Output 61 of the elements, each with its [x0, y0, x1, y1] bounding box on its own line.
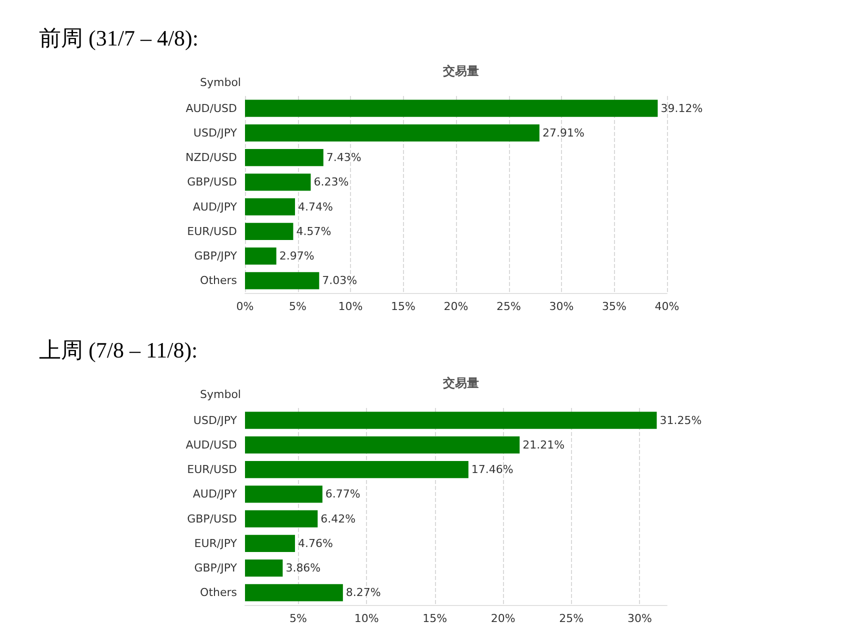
y-tick-label: USD/JPY [193, 126, 238, 140]
x-tick-label: 30% [549, 300, 574, 313]
y-tick-label: GBP/USD [187, 512, 237, 526]
x-tick-label: 25% [496, 300, 521, 313]
y-tick-label: AUD/JPY [192, 488, 238, 501]
x-tick-label: 20% [490, 612, 516, 625]
y-tick-label: GBP/JPY [194, 562, 238, 575]
data-label: 6.77% [325, 488, 360, 501]
chart-title: 上周 (7/8 – 11/8): [39, 338, 198, 362]
data-label: 6.23% [314, 176, 349, 189]
x-tick-label: 10% [354, 612, 379, 625]
data-label: 27.91% [542, 126, 584, 140]
bar [245, 100, 658, 117]
y-axis-title: Symbol [200, 388, 241, 401]
data-label: 39.12% [660, 102, 703, 115]
bar [245, 148, 324, 166]
data-label: 3.86% [286, 562, 321, 575]
data-label: 4.74% [298, 200, 333, 214]
y-axis-title: Symbol [200, 76, 241, 89]
y-tick-label: EUR/JPY [194, 536, 238, 550]
bar [245, 174, 311, 191]
data-label: 7.03% [322, 274, 358, 288]
x-tick-label: 20% [444, 300, 468, 313]
bar [245, 124, 540, 142]
y-tick-label: USD/JPY [193, 414, 238, 427]
x-tick-label: 25% [559, 612, 584, 625]
y-tick-label: Others [200, 586, 238, 600]
x-tick-label: 35% [602, 300, 626, 313]
y-tick-label: AUD/USD [186, 102, 237, 115]
x-tick-label: 0% [236, 300, 254, 313]
x-tick-label: 5% [289, 300, 306, 313]
data-label: 21.21% [522, 438, 565, 452]
bar [245, 247, 276, 265]
x-tick-label: 15% [422, 612, 448, 625]
data-label: 17.46% [471, 463, 514, 476]
x-tick-label: 15% [391, 300, 416, 313]
chart-subtitle: 交易量 [442, 64, 479, 78]
x-tick-label: 40% [654, 300, 680, 313]
y-tick-label: AUD/JPY [192, 200, 238, 214]
chart-title: 前周 (31/7 – 4/8): [39, 26, 198, 50]
y-tick-label: NZD/USD [186, 151, 237, 164]
data-label: 31.25% [660, 414, 702, 427]
y-tick-label: EUR/USD [187, 224, 237, 238]
y-tick-label: Others [200, 274, 238, 288]
data-label: 2.97% [279, 250, 314, 263]
x-tick-label: 10% [338, 300, 363, 313]
bar [245, 198, 296, 216]
data-label: 8.27% [346, 586, 381, 600]
x-tick-label: 30% [627, 612, 652, 625]
y-tick-label: GBP/USD [187, 176, 237, 189]
bar [245, 222, 294, 240]
data-label: 4.76% [298, 536, 333, 550]
data-label: 6.42% [320, 512, 356, 526]
bar [245, 272, 320, 290]
x-tick-label: 5% [290, 612, 307, 625]
y-tick-label: EUR/USD [187, 463, 237, 476]
chart-subtitle: 交易量 [442, 376, 479, 390]
y-tick-label: GBP/JPY [194, 250, 238, 263]
y-tick-label: AUD/USD [186, 438, 237, 452]
data-label: 4.57% [296, 224, 332, 238]
data-label: 7.43% [326, 151, 362, 164]
